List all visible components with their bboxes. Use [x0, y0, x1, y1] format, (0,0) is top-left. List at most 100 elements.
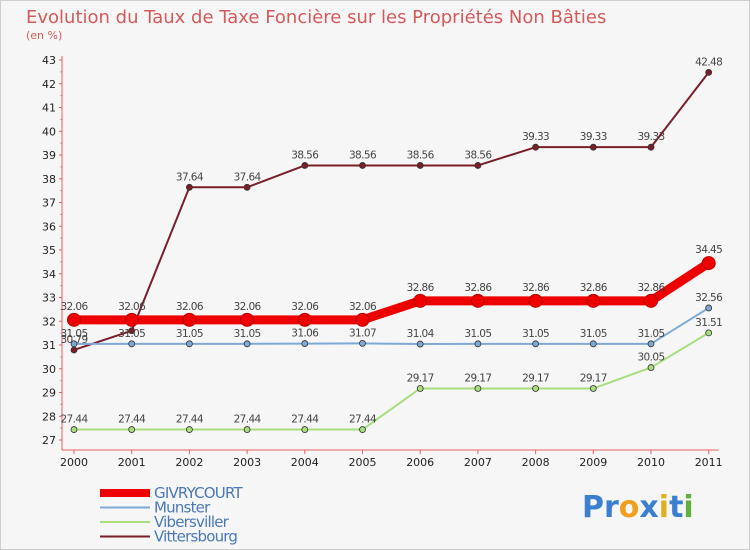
data-label: 32.86 [522, 282, 550, 294]
y-tick-label: 27 [42, 434, 56, 447]
x-tick-label: 2000 [60, 456, 88, 469]
y-tick-label: 29 [42, 387, 56, 400]
data-point [70, 346, 78, 354]
logo-letter: o [619, 490, 640, 525]
data-point [532, 385, 539, 392]
data-label: 27.44 [234, 414, 262, 426]
data-point [528, 293, 543, 308]
data-label: 32.06 [176, 301, 204, 313]
data-point [416, 385, 424, 392]
series-vibersviller: 27.44 27.44 27.44 27.44 27.44 27.44 29.17 29.17… [60, 317, 723, 433]
series-line [73, 331, 710, 431]
data-label: 32.06 [291, 301, 319, 313]
data-label: 32.56 [695, 292, 723, 304]
data-label: 38.56 [407, 149, 435, 161]
data-point [182, 312, 197, 327]
y-tick-label: 37 [42, 197, 56, 210]
data-point [705, 329, 713, 337]
data-point [647, 364, 655, 371]
data-label: 39.33 [637, 131, 664, 143]
data-point [532, 340, 539, 348]
data-label: 37.64 [176, 171, 204, 183]
data-point [128, 327, 136, 335]
data-label: 32.06 [234, 301, 262, 313]
data-label: 27.44 [349, 414, 377, 426]
logo-text: Proxiti [582, 490, 694, 525]
data-label: 29.17 [407, 372, 434, 384]
data-label: 38.56 [349, 149, 377, 161]
data-label: 29.17 [464, 372, 491, 384]
data-point [128, 340, 136, 348]
series-munster: 31.05 31.05 31.05 31.05 31.06 31.07 31.04 31.05… [60, 292, 724, 348]
data-label: 31.05 [464, 328, 491, 340]
y-tick-label: 31 [42, 339, 56, 352]
data-point [67, 312, 81, 327]
x-tick-label: 2007 [464, 456, 492, 469]
data-point [301, 340, 309, 347]
data-label: 37.64 [234, 171, 262, 183]
logo-letter: i [683, 490, 693, 525]
data-point [705, 68, 713, 76]
data-label: 31.05 [522, 328, 549, 340]
data-point [474, 162, 482, 169]
series-line [73, 306, 710, 346]
data-label: 32.06 [60, 301, 88, 313]
data-point [243, 426, 251, 433]
axes: 27 28 29 30 31 32 33 34 35 36 37 38 39 40 41 42 43 2000 20… [42, 54, 723, 469]
data-point [647, 340, 655, 348]
data-point [355, 312, 370, 327]
data-point [589, 340, 597, 348]
chart-title: Evolution du Taux de Taxe Foncière sur l… [26, 7, 606, 28]
data-point [644, 293, 658, 308]
x-tick-label: 2004 [291, 456, 319, 469]
y-tick-label: 42 [42, 78, 56, 91]
proxiti-logo: Proxiti [582, 490, 694, 525]
data-point [297, 312, 312, 327]
data-label: 32.86 [464, 282, 492, 294]
data-label: 31.05 [580, 328, 607, 340]
data-label: 32.06 [349, 301, 377, 313]
data-label: 32.86 [580, 282, 608, 294]
series-givrycourt: 32.06 32.06 32.06 32.06 32.06 32.06 32.86 32.86… [60, 244, 723, 327]
legend-label: Munster [154, 499, 211, 517]
data-label: 32.86 [637, 282, 665, 294]
data-point [185, 426, 193, 433]
data-point [124, 312, 139, 327]
data-point [532, 143, 539, 151]
data-label: 34.45 [695, 244, 722, 256]
legend-label: GIVRYCOURT [154, 484, 244, 502]
data-label: 29.17 [522, 372, 549, 384]
x-tick-label: 2011 [695, 456, 723, 469]
data-point [647, 143, 655, 151]
data-point [359, 426, 366, 433]
data-label: 31.07 [349, 327, 376, 339]
logo-letter: x [639, 490, 658, 525]
x-tick-label: 2002 [175, 456, 203, 469]
data-label: 30.05 [637, 352, 664, 364]
data-point [474, 385, 482, 392]
data-point [416, 340, 424, 348]
y-tick-label: 36 [42, 220, 56, 233]
data-point [705, 304, 713, 312]
logo-letter: t [669, 490, 683, 525]
data-label: 27.44 [60, 414, 88, 426]
series-line [69, 258, 714, 325]
data-point [416, 162, 424, 169]
data-point [301, 162, 309, 169]
y-tick-label: 33 [42, 292, 56, 305]
x-tick-label: 2008 [522, 456, 550, 469]
data-point [185, 340, 193, 348]
logo-letter: i [659, 490, 669, 525]
data-label: 31.05 [234, 328, 261, 340]
x-tick-label: 2001 [118, 456, 146, 469]
y-tick-label: 39 [42, 149, 56, 162]
data-point [128, 426, 136, 433]
legend-label: Vittersbourg [154, 528, 237, 546]
data-point [470, 293, 485, 308]
chart-subtitle: (en %) [26, 29, 62, 42]
data-point [586, 293, 601, 308]
